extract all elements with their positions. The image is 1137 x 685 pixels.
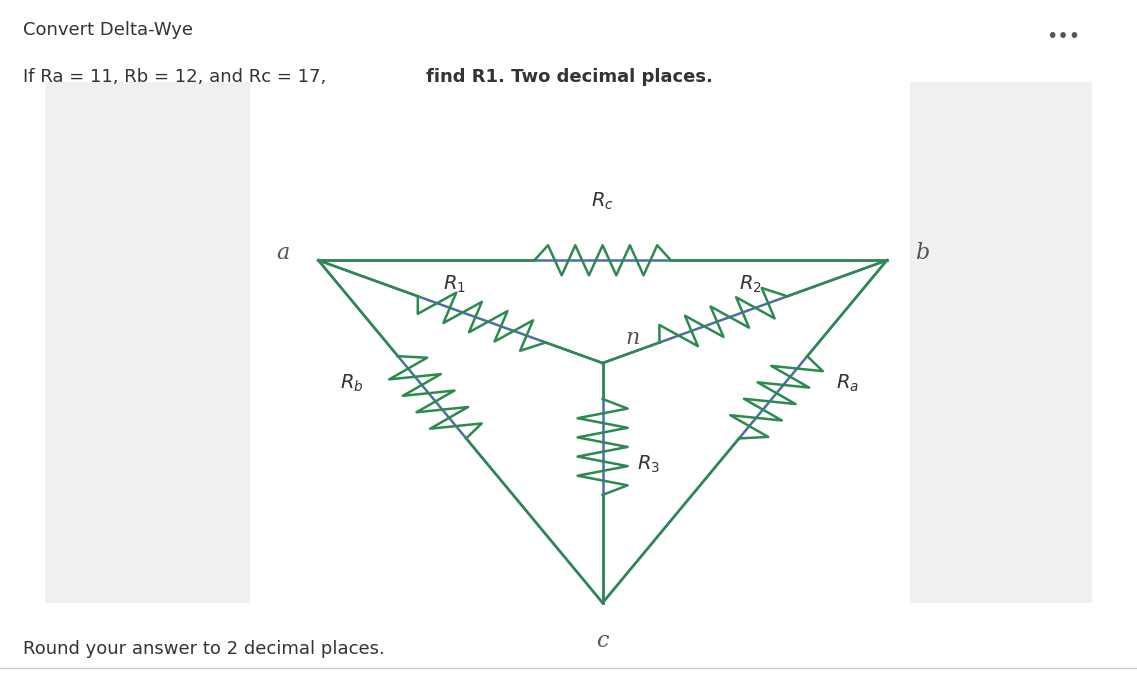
Text: find R1. Two decimal places.: find R1. Two decimal places. [426,68,713,86]
Bar [910,82,1092,603]
Text: $R_2$: $R_2$ [739,273,762,295]
Text: a: a [276,242,290,264]
Text: c: c [597,630,608,652]
Bar [45,82,250,603]
Text: $R_3$: $R_3$ [637,454,659,475]
Text: $R_b$: $R_b$ [340,373,364,395]
Text: $R_a$: $R_a$ [836,373,858,395]
Text: $R_1$: $R_1$ [443,273,466,295]
Text: •••: ••• [1046,27,1080,47]
Text: Convert Delta-Wye: Convert Delta-Wye [23,21,193,38]
Text: b: b [915,242,930,264]
Text: If Ra = 11, Rb = 12, and Rc = 17,: If Ra = 11, Rb = 12, and Rc = 17, [23,68,332,86]
Text: $R_c$: $R_c$ [591,191,614,212]
Text: Round your answer to 2 decimal places.: Round your answer to 2 decimal places. [23,640,384,658]
Text: n: n [625,327,640,349]
